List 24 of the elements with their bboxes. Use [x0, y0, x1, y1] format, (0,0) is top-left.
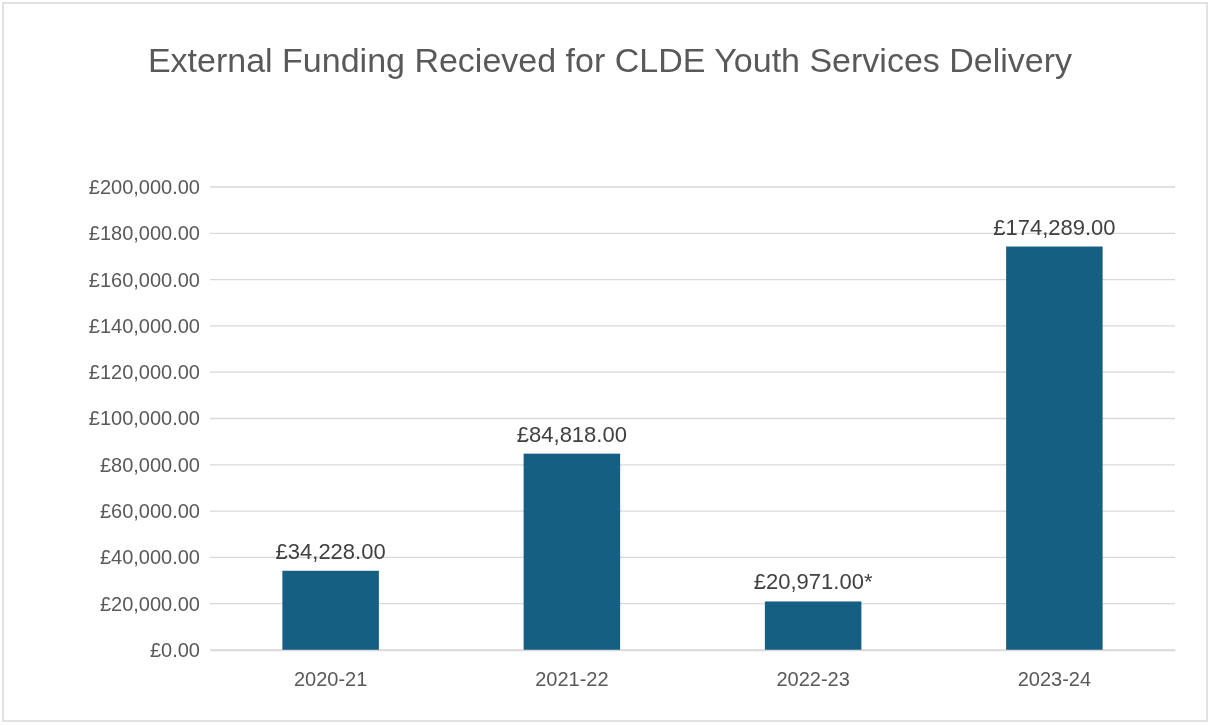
chart-title: External Funding Recieved for CLDE Youth Services Delivery	[147, 41, 1073, 79]
y-tick-label: £80,000.00	[99, 453, 200, 476]
x-tick-label: 2020-21	[293, 668, 368, 691]
x-tick-label: 2023-24	[1017, 668, 1092, 691]
y-tick-label: £120,000.00	[88, 361, 200, 384]
y-tick-label: £200,000.00	[88, 175, 200, 198]
y-tick-label: £40,000.00	[99, 546, 200, 569]
y-tick-label: £160,000.00	[88, 268, 200, 291]
data-label: £174,289.00	[993, 214, 1116, 240]
bar	[1006, 246, 1103, 650]
x-tick-label: 2022-23	[776, 668, 850, 691]
data-label: £20,971.00*	[753, 569, 873, 595]
bar	[523, 453, 621, 650]
y-tick-label: £0.00	[149, 638, 200, 661]
bar	[764, 601, 862, 650]
y-tick-label: £140,000.00	[88, 314, 200, 337]
bar	[282, 570, 379, 650]
data-label: £84,818.00	[516, 421, 627, 447]
y-tick-label: £100,000.00	[88, 407, 200, 430]
y-tick-label: £20,000.00	[99, 592, 200, 615]
data-label: £34,228.00	[275, 538, 386, 564]
y-tick-label: £60,000.00	[99, 500, 200, 522]
x-tick-label: 2021-22	[535, 668, 609, 691]
y-tick-label: £180,000.00	[88, 222, 200, 245]
